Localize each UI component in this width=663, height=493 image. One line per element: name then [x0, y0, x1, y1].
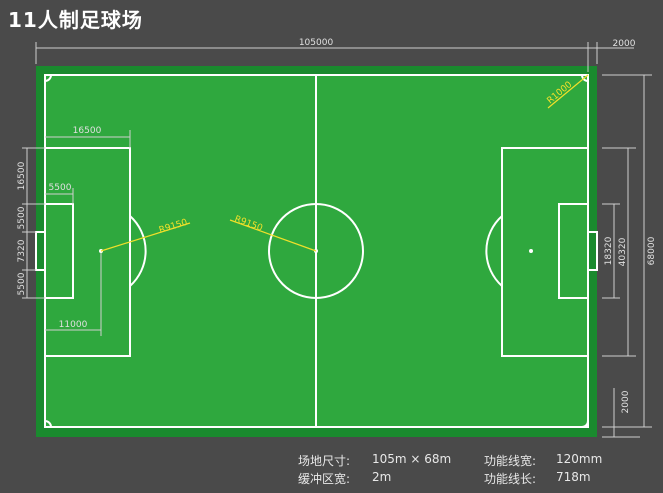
spec-buffer-value: 2m	[372, 470, 392, 484]
dim-buffer-bottom: 2000	[621, 390, 631, 413]
dim-overall-width: 68000	[647, 236, 657, 265]
corner-arc-tl	[44, 74, 52, 82]
right-goal	[587, 231, 598, 271]
dim-penalty-area-depth: 16500	[73, 126, 102, 136]
dim-left-5500-bottom: 5500	[17, 272, 27, 295]
dim-left-7320: 7320	[17, 239, 27, 262]
dim-left-5500-top: 5500	[17, 206, 27, 229]
spec-field-size-label: 场地尺寸:	[298, 454, 351, 468]
spec-line-width-label: 功能线宽:	[484, 454, 537, 468]
left-goal	[35, 231, 46, 271]
right-penalty-arc	[485, 215, 503, 287]
corner-arc-bl	[44, 420, 52, 428]
dim-left-16500: 16500	[17, 161, 27, 190]
dim-goal-area-width: 18320	[604, 236, 614, 265]
radius-lines	[100, 74, 589, 252]
corner-arc-br	[581, 420, 589, 428]
spec-field-size-value: 105m × 68m	[372, 452, 452, 466]
spec-line-length-label: 功能线长:	[484, 472, 537, 486]
dim-penalty-area-width: 40320	[618, 237, 628, 266]
dimension-lines	[22, 42, 652, 438]
dim-buffer-right: 2000	[613, 39, 636, 49]
center-circle	[268, 203, 364, 299]
spec-line-length-value: 718m	[556, 470, 591, 484]
field-lines	[35, 74, 598, 428]
right-penalty-spot	[529, 249, 533, 253]
left-penalty-arc	[129, 215, 147, 287]
dim-overall-length: 105000	[299, 38, 334, 48]
diagram-title: 11人制足球场	[8, 8, 143, 32]
spec-buffer-label: 缓冲区宽:	[298, 472, 351, 486]
dim-penalty-spot-distance: 11000	[59, 320, 88, 330]
spec-line-width-value: 120mm	[556, 452, 603, 466]
dim-goal-area-depth: 5500	[49, 183, 72, 193]
